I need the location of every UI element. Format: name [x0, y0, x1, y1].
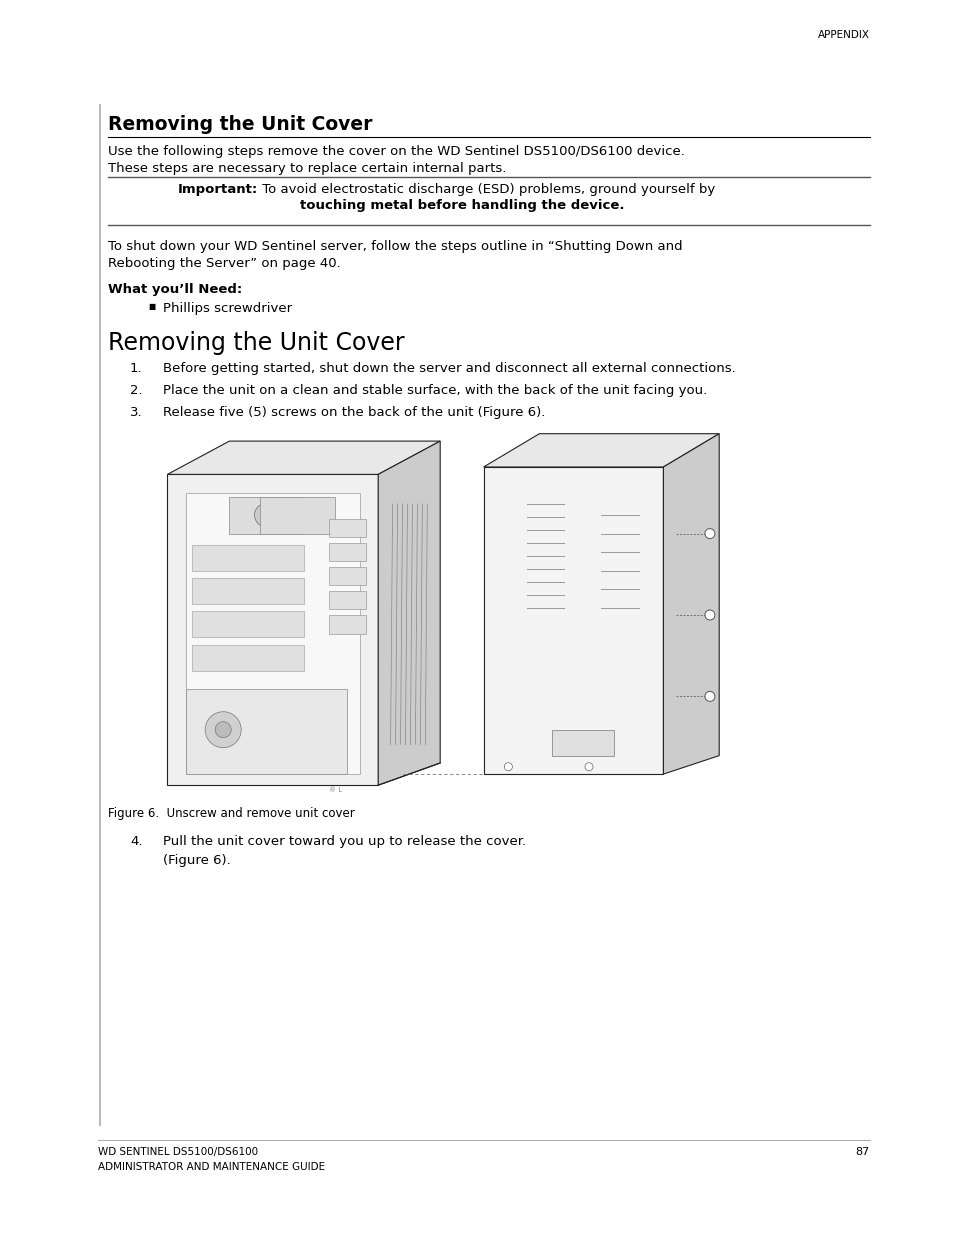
Bar: [229, 496, 303, 534]
Polygon shape: [186, 493, 359, 774]
Bar: [192, 645, 303, 671]
Text: What you’ll Need:: What you’ll Need:: [108, 283, 242, 296]
Text: Pull the unit cover toward you up to release the cover.: Pull the unit cover toward you up to rel…: [163, 835, 525, 848]
Text: WD SENTINEL DS5100/DS6100: WD SENTINEL DS5100/DS6100: [98, 1147, 258, 1157]
Bar: [192, 545, 303, 571]
Circle shape: [704, 610, 714, 620]
Polygon shape: [483, 433, 719, 467]
Text: Phillips screwdriver: Phillips screwdriver: [163, 303, 292, 315]
Polygon shape: [167, 474, 377, 785]
Text: Rebooting the Server” on page 40.: Rebooting the Server” on page 40.: [108, 257, 340, 270]
Circle shape: [504, 763, 512, 771]
Bar: [186, 689, 347, 774]
Text: (Figure 6).: (Figure 6).: [163, 853, 231, 867]
Text: 4.: 4.: [130, 835, 142, 848]
Text: ® L: ® L: [328, 787, 341, 793]
Bar: [192, 611, 303, 637]
Text: ■: ■: [148, 303, 155, 311]
Bar: [192, 578, 303, 604]
Bar: [328, 592, 365, 609]
Text: ADMINISTRATOR AND MAINTENANCE GUIDE: ADMINISTRATOR AND MAINTENANCE GUIDE: [98, 1162, 325, 1172]
Text: Figure 6.  Unscrew and remove unit cover: Figure 6. Unscrew and remove unit cover: [108, 806, 355, 820]
Text: 1.: 1.: [130, 362, 143, 375]
Circle shape: [215, 721, 231, 737]
Polygon shape: [167, 441, 439, 474]
Polygon shape: [483, 467, 662, 774]
Text: Use the following steps remove the cover on the WD Sentinel DS5100/DS6100 device: Use the following steps remove the cover…: [108, 144, 684, 158]
Text: touching metal before handling the device.: touching metal before handling the devic…: [299, 199, 624, 212]
Bar: [328, 519, 365, 537]
Text: 3.: 3.: [130, 406, 143, 419]
Text: Release five (5) screws on the back of the unit (Figure 6).: Release five (5) screws on the back of t…: [163, 406, 545, 419]
Text: Removing the Unit Cover: Removing the Unit Cover: [108, 331, 404, 354]
Bar: [328, 567, 365, 585]
Circle shape: [254, 503, 278, 527]
Polygon shape: [662, 433, 719, 774]
Circle shape: [205, 711, 241, 747]
Text: To shut down your WD Sentinel server, follow the steps outline in “Shutting Down: To shut down your WD Sentinel server, fo…: [108, 240, 682, 253]
Text: 2.: 2.: [130, 384, 143, 396]
Text: APPENDIX: APPENDIX: [817, 30, 869, 40]
Text: Important:: Important:: [178, 183, 258, 196]
Bar: [260, 496, 335, 534]
Circle shape: [584, 763, 593, 771]
Bar: [328, 543, 365, 562]
Bar: [551, 730, 613, 756]
Text: These steps are necessary to replace certain internal parts.: These steps are necessary to replace cer…: [108, 162, 506, 175]
Circle shape: [704, 529, 714, 538]
Text: Place the unit on a clean and stable surface, with the back of the unit facing y: Place the unit on a clean and stable sur…: [163, 384, 706, 396]
Polygon shape: [377, 441, 439, 785]
Circle shape: [704, 692, 714, 701]
Bar: [328, 615, 365, 634]
Text: To avoid electrostatic discharge (ESD) problems, ground yourself by: To avoid electrostatic discharge (ESD) p…: [257, 183, 715, 196]
Text: Removing the Unit Cover: Removing the Unit Cover: [108, 115, 372, 135]
Text: 87: 87: [855, 1147, 869, 1157]
Text: Before getting started, shut down the server and disconnect all external connect: Before getting started, shut down the se…: [163, 362, 735, 375]
